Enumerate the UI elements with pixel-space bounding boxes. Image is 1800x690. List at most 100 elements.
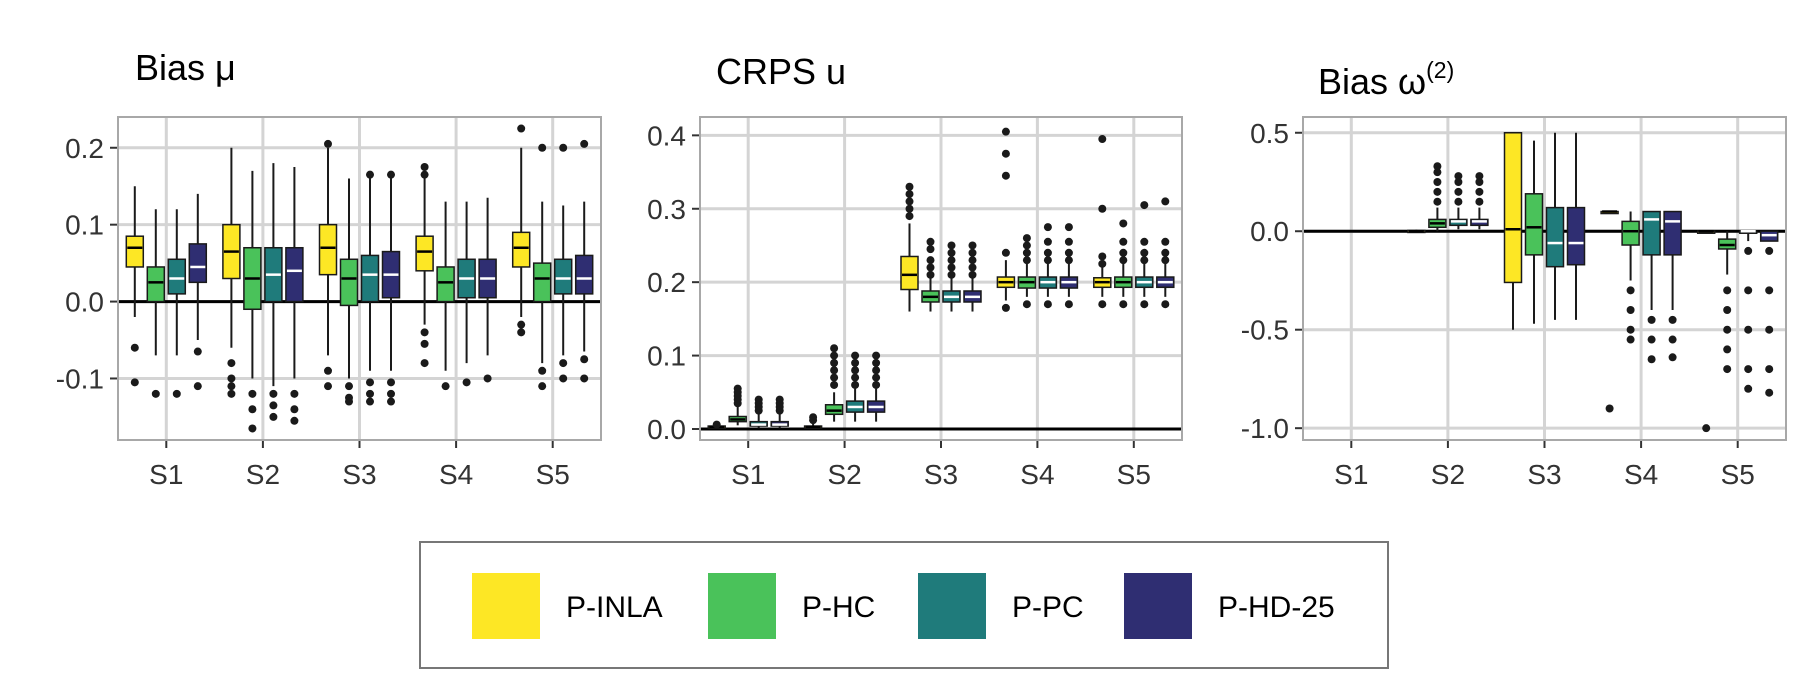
outlier-point xyxy=(1702,424,1711,433)
outlier-point xyxy=(830,351,839,360)
box-p-pc-s4 xyxy=(1038,223,1058,309)
outlier-point xyxy=(851,373,860,382)
x-tick-label-s4: S4 xyxy=(1020,459,1054,490)
box-iqr xyxy=(318,223,338,276)
box-iqr xyxy=(574,254,594,295)
box-p-hc-s4 xyxy=(436,201,455,391)
outlier-point xyxy=(130,343,139,352)
x-tick-label-s1: S1 xyxy=(731,459,765,490)
outlier-point xyxy=(1001,171,1010,180)
legend: P-INLA P-HC P-PC P-HD-25 xyxy=(419,541,1389,669)
outlier-point xyxy=(345,382,353,391)
outlier-point xyxy=(1001,149,1010,158)
y-tick-label: 0.0 xyxy=(65,287,104,318)
box-p-hd-25-s3 xyxy=(1566,132,1586,320)
outlier-point xyxy=(387,378,395,387)
box-p-inla-s4 xyxy=(415,162,434,368)
panel-frame xyxy=(699,116,1183,441)
outlier-point xyxy=(420,170,429,179)
box-p-pc-s1 xyxy=(749,395,768,429)
outlier-point xyxy=(172,389,181,398)
outlier-point xyxy=(387,397,395,406)
box-iqr xyxy=(339,258,359,307)
x-tick-label-s2: S2 xyxy=(1431,459,1465,490)
legend-label-p-inla: P-INLA xyxy=(566,591,663,624)
outlier-point xyxy=(227,374,236,383)
box-iqr xyxy=(415,235,434,272)
x-tick-label-s1: S1 xyxy=(149,459,183,490)
outlier-point xyxy=(1475,197,1484,206)
outlier-point xyxy=(366,397,374,406)
outlier-point xyxy=(1433,168,1442,177)
y-tick-label: 0.4 xyxy=(647,120,686,151)
outlier-point xyxy=(420,162,429,171)
outlier-point xyxy=(947,248,956,257)
outlier-point xyxy=(227,359,236,368)
x-tick-label-s4: S4 xyxy=(439,459,473,490)
outlier-point xyxy=(1433,197,1442,206)
box-p-hd-25-s3 xyxy=(963,241,982,312)
outlier-point xyxy=(905,204,914,213)
outlier-point xyxy=(1626,286,1635,295)
box-p-hc-s2 xyxy=(243,170,262,433)
legend-key-p-pc xyxy=(918,573,986,639)
outlier-point xyxy=(1022,234,1031,243)
x-tick-label-s5: S5 xyxy=(536,459,570,490)
outlier-point xyxy=(1744,325,1753,334)
outlier-point xyxy=(1098,259,1107,268)
outlier-point xyxy=(1119,256,1128,265)
outlier-point xyxy=(1433,162,1442,171)
outlier-point xyxy=(1043,237,1052,246)
y-tick-label: 0.0 xyxy=(1250,216,1289,247)
outlier-point xyxy=(1022,241,1031,250)
outlier-point xyxy=(1161,256,1170,265)
outlier-point xyxy=(1140,256,1149,265)
box-p-pc-s4 xyxy=(1642,210,1661,364)
box-p-inla-s1 xyxy=(707,420,726,429)
outlier-point xyxy=(1119,219,1128,228)
outlier-point xyxy=(324,366,332,375)
panel-2: 0.0 0.1 0.2 0.3 0.4 S1 S2 S3 S4 S5 xyxy=(647,116,1183,490)
box-p-pc-s3 xyxy=(942,241,961,312)
outlier-point xyxy=(269,401,278,410)
x-tick-label-s1: S1 xyxy=(1334,459,1368,490)
outlier-point xyxy=(559,359,568,368)
box-p-inla-s1 xyxy=(125,186,145,387)
box-p-inla-s4 xyxy=(996,127,1016,312)
outlier-point xyxy=(1626,325,1635,334)
box-p-pc-s3 xyxy=(1545,132,1565,320)
outlier-point xyxy=(1744,286,1753,295)
outlier-point xyxy=(968,256,977,265)
outlier-point xyxy=(1140,248,1149,257)
box-p-hc-s2 xyxy=(824,344,844,422)
outlier-point xyxy=(130,378,139,387)
outlier-point xyxy=(712,420,721,429)
panel-title-bias-mu: Bias μ xyxy=(135,47,236,88)
outlier-point xyxy=(517,320,526,329)
box-p-pc-s5 xyxy=(1738,229,1758,393)
box-p-inla-s3 xyxy=(1503,132,1523,330)
box-p-hd-25-s4 xyxy=(1059,223,1079,309)
outlier-point xyxy=(926,237,935,246)
outlier-point xyxy=(248,405,257,414)
outlier-point xyxy=(538,143,547,152)
outlier-point xyxy=(872,366,881,375)
outlier-point xyxy=(830,380,839,389)
box-p-pc-s1 xyxy=(167,209,187,398)
outlier-point xyxy=(926,263,935,272)
box-p-hd-25-s5 xyxy=(574,139,594,383)
outlier-point xyxy=(809,413,818,422)
outlier-point xyxy=(830,373,839,382)
box-iqr xyxy=(146,266,166,303)
outlier-point xyxy=(851,366,860,375)
outlier-point xyxy=(1765,325,1774,334)
outlier-point xyxy=(580,355,589,364)
x-tick-label-s2: S2 xyxy=(827,459,861,490)
outlier-point xyxy=(1161,237,1170,246)
outlier-point xyxy=(947,241,956,250)
outlier-point xyxy=(538,382,547,391)
panel-3: -1.0 -0.5 0.0 0.5 S1 S2 S3 S4 S5 xyxy=(1241,116,1787,490)
outlier-point xyxy=(1043,248,1052,257)
outlier-point xyxy=(1723,286,1732,295)
box-iqr xyxy=(1663,210,1682,256)
